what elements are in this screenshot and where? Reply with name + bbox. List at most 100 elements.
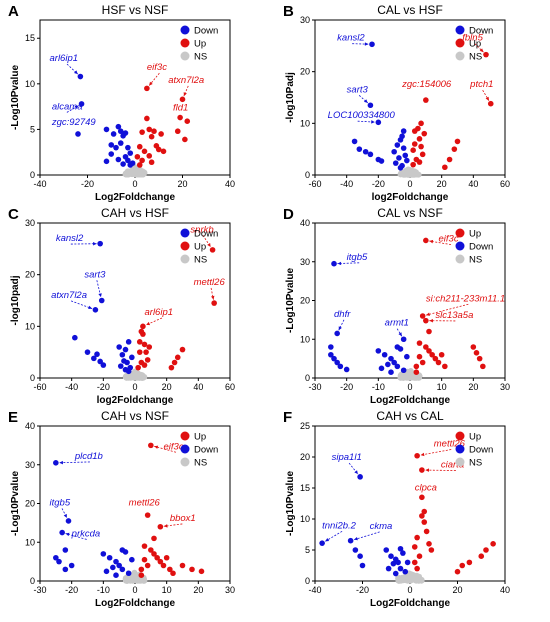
point-up	[164, 555, 170, 561]
gene-label: sart3	[84, 269, 106, 280]
y-axis-label: -log10padj	[10, 275, 21, 325]
point-down	[393, 160, 399, 166]
gene-label: atxn7l2a	[51, 290, 87, 301]
point-up	[410, 162, 416, 168]
point-up	[169, 365, 175, 371]
point-up	[414, 364, 420, 370]
label-arrowhead	[93, 242, 97, 245]
point-up	[172, 360, 178, 366]
point-down	[94, 351, 100, 357]
y-tick-label: 20	[25, 499, 35, 509]
point-up	[421, 509, 427, 515]
point-up	[177, 115, 183, 121]
point-up	[137, 162, 143, 168]
point-up	[146, 153, 152, 159]
y-tick-label: 15	[25, 33, 35, 43]
point-up	[423, 318, 429, 324]
point-down	[338, 364, 344, 370]
point-up	[429, 547, 435, 553]
point-up	[490, 541, 496, 547]
point-up	[417, 136, 423, 142]
point-up	[142, 557, 148, 563]
y-axis-label: -Log10Pvalue	[10, 471, 21, 536]
point-down	[334, 331, 340, 337]
legend-label-down: Down	[194, 229, 218, 240]
point-up	[210, 247, 216, 253]
x-tick-label: 0	[407, 382, 412, 392]
point-down	[352, 139, 358, 145]
panel-letter: F	[283, 409, 292, 426]
label-arrowhead	[146, 322, 150, 325]
y-tick-label: 40	[300, 218, 310, 228]
x-tick-label: -60	[308, 179, 321, 189]
point-down	[360, 563, 366, 569]
point-up	[158, 524, 164, 530]
point-up	[412, 128, 418, 134]
point-down	[348, 538, 354, 544]
y-axis-label: -Log10Pvalue	[10, 65, 21, 130]
panel-letter: C	[8, 206, 19, 223]
point-down	[129, 355, 135, 361]
x-axis-label: Log2Foldchange	[370, 395, 450, 406]
point-up	[477, 356, 483, 362]
point-up	[143, 349, 149, 355]
label-arrowhead	[429, 319, 433, 322]
legend-label-up: Up	[469, 39, 481, 50]
x-tick-label: 10	[437, 382, 447, 392]
point-down	[401, 145, 407, 151]
legend-marker-down	[181, 26, 190, 35]
point-up	[488, 101, 494, 107]
point-up	[452, 146, 458, 152]
x-tick-label: 20	[193, 585, 203, 595]
point-down	[123, 347, 129, 353]
y-tick-label: 0	[305, 170, 310, 180]
legend-marker-ns	[181, 52, 190, 61]
gene-label: kansl2	[56, 233, 84, 244]
point-up	[182, 137, 188, 143]
legend-marker-up	[181, 39, 190, 48]
point-up	[211, 300, 217, 306]
point-up	[161, 563, 167, 569]
gene-label: plcd1b	[74, 451, 103, 462]
point-up	[139, 129, 145, 135]
legend-label-down: Down	[469, 242, 493, 253]
point-down	[99, 298, 105, 304]
x-tick-label: 0	[132, 382, 137, 392]
point-up	[424, 529, 430, 535]
x-tick-label: -40	[340, 179, 353, 189]
point-up	[161, 148, 167, 154]
point-up	[419, 495, 425, 501]
legend-label-up: Up	[469, 432, 481, 443]
gene-label: eif3c	[147, 62, 167, 73]
x-tick-label: -20	[65, 585, 78, 595]
label-arrowhead	[337, 262, 341, 265]
point-up	[199, 569, 205, 575]
point-up	[478, 553, 484, 559]
point-down	[120, 352, 126, 358]
point-down	[107, 555, 113, 561]
point-down	[72, 335, 78, 341]
point-up	[426, 329, 432, 335]
point-up	[483, 52, 489, 58]
x-tick-label: 20	[162, 382, 172, 392]
point-down	[402, 153, 408, 159]
point-ns	[124, 170, 130, 176]
x-tick-label: 60	[225, 382, 235, 392]
x-tick-label: 20	[452, 585, 462, 595]
x-tick-label: -20	[356, 585, 369, 595]
x-tick-label: 40	[468, 179, 478, 189]
point-down	[344, 367, 350, 373]
point-up	[412, 560, 418, 566]
point-down	[353, 547, 359, 553]
point-down	[401, 336, 407, 342]
point-up	[420, 313, 426, 319]
point-up	[145, 563, 151, 569]
y-tick-label: 0	[305, 576, 310, 586]
y-tick-label: 0	[305, 373, 310, 383]
point-ns	[404, 373, 410, 379]
y-axis-label: -log10Padj	[285, 72, 296, 123]
y-tick-label: 15	[300, 483, 310, 493]
